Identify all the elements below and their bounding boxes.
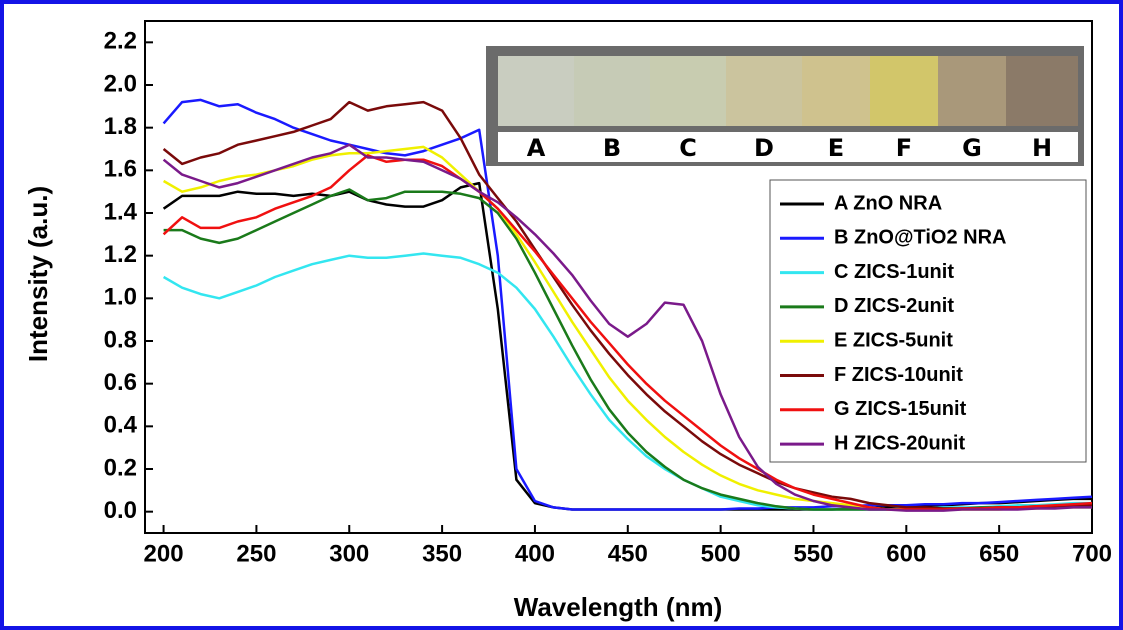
data-line: [162, 98, 1093, 511]
inset-photo: [486, 46, 1084, 166]
sample-swatch: [938, 56, 1006, 126]
legend-label: F ZICS-10unit: [834, 364, 963, 386]
legend-box: [769, 179, 1087, 463]
legend-label: E ZICS-5unit: [834, 329, 953, 351]
y-tick-label: 1.0: [104, 284, 137, 311]
y-tick-label: 0.6: [104, 369, 137, 396]
x-tick-label: 500: [701, 540, 741, 567]
inset-label: E: [828, 134, 844, 162]
sample-swatch: [870, 56, 938, 126]
data-line: [162, 143, 1092, 512]
x-tick-label: 700: [1072, 540, 1112, 567]
y-tick-label: 0.4: [104, 412, 138, 439]
legend-label: A ZnO NRA: [834, 192, 942, 214]
y-axis-label: Intensity (a.u.): [23, 186, 53, 362]
y-tick-label: 1.4: [104, 198, 138, 225]
y-tick-label: 0.8: [104, 326, 137, 353]
legend-label: H ZICS-20unit: [834, 432, 965, 454]
y-tick-label: 0.0: [104, 497, 137, 524]
sample-swatch: [1006, 56, 1078, 126]
plot-frame: [144, 20, 1093, 534]
legend-label: B ZnO@TiO2 NRA: [834, 227, 1006, 249]
y-tick-label: 1.8: [104, 113, 137, 140]
legend-label: G ZICS-15unit: [834, 398, 967, 420]
inset-label: D: [754, 134, 774, 162]
y-tick-label: 2.2: [104, 28, 137, 55]
x-tick-label: 250: [236, 540, 276, 567]
x-tick-label: 300: [329, 540, 369, 567]
inset-label: B: [603, 134, 621, 162]
y-tick-label: 1.2: [104, 241, 137, 268]
inset-label: A: [527, 134, 546, 162]
x-tick-label: 450: [608, 540, 648, 567]
sample-swatch: [802, 56, 870, 126]
x-tick-label: 650: [979, 540, 1019, 567]
data-line: [162, 100, 1092, 510]
inset-label: C: [679, 134, 697, 162]
chart: Wavelength (nm) Intensity (a.u.) A B C D E F G…: [23, 20, 1112, 622]
x-tick-label: 600: [886, 540, 926, 567]
sample-swatch: [726, 56, 802, 126]
sample-swatch: [498, 56, 574, 126]
inset-label: F: [896, 134, 912, 162]
x-tick-label: 550: [793, 540, 833, 567]
y-tick-label: 2.0: [104, 70, 137, 97]
inset-label-strip: [498, 132, 1078, 162]
legend-label: D ZICS-2unit: [834, 295, 954, 317]
y-tick-label: 1.6: [104, 156, 137, 183]
sample-swatch: [650, 56, 726, 126]
x-tick-label: 400: [515, 540, 555, 567]
sample-swatch: [574, 56, 650, 126]
y-tick-label: 0.2: [104, 454, 137, 481]
x-tick-label: 350: [422, 540, 462, 567]
x-tick-label: 200: [144, 540, 184, 567]
x-axis-label: Wavelength (nm): [514, 592, 722, 622]
inset-label: H: [1032, 134, 1052, 162]
legend-label: C ZICS-1unit: [834, 261, 954, 283]
inset-label: G: [962, 134, 982, 162]
